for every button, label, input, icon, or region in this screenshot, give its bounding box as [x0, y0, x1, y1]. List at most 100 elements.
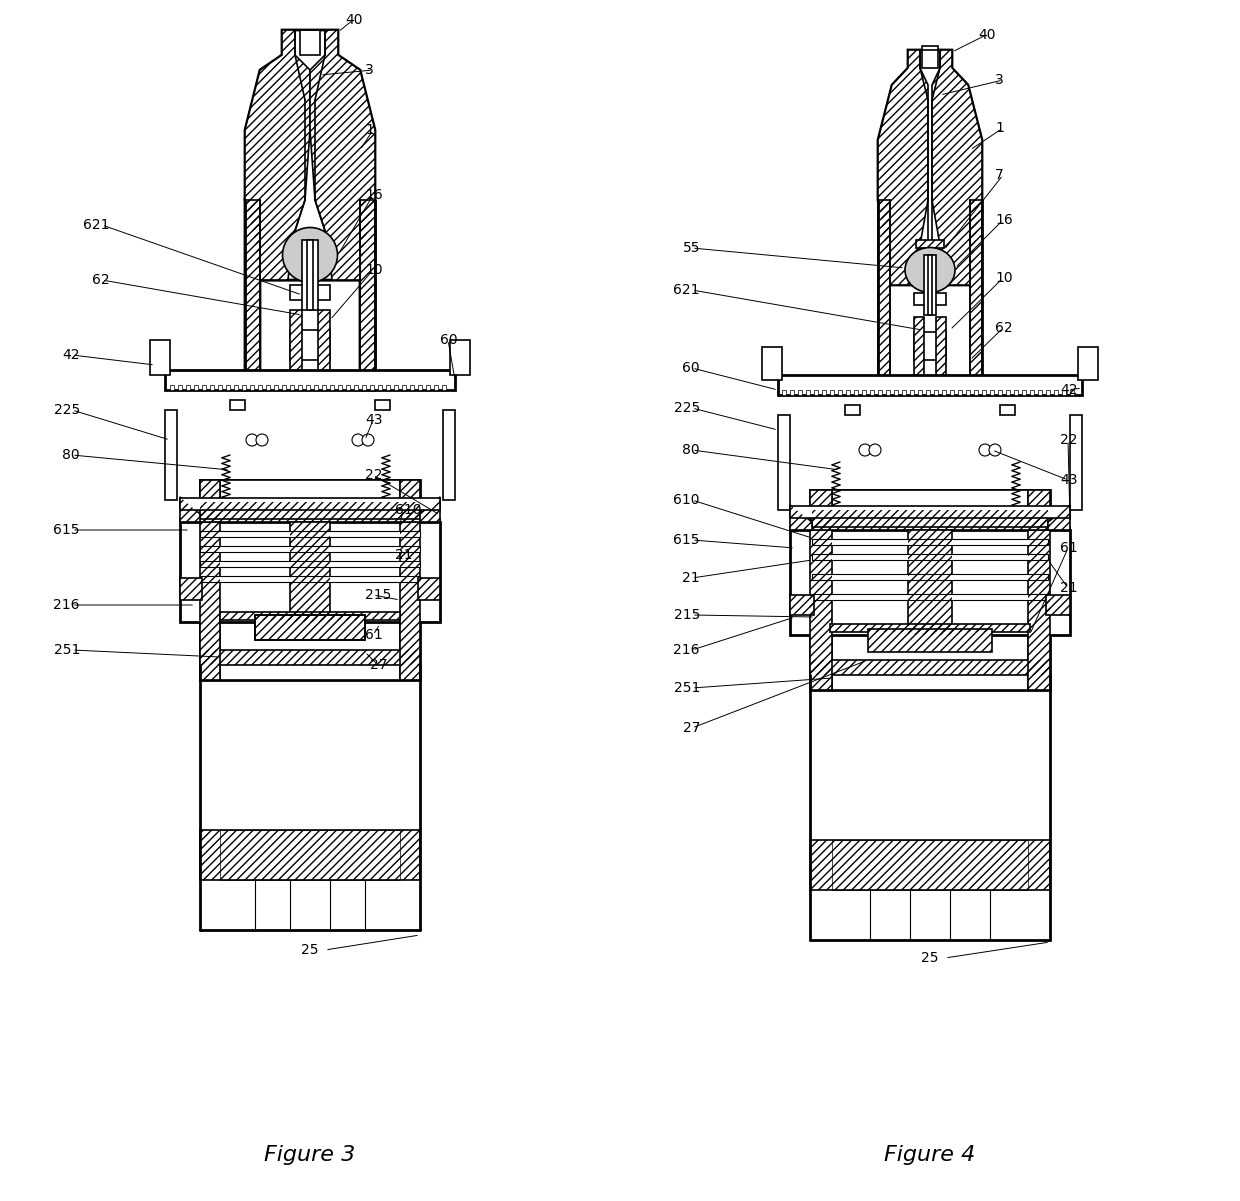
- Bar: [812, 574, 1048, 580]
- Bar: [810, 839, 1050, 890]
- Bar: [219, 830, 401, 880]
- Bar: [401, 480, 420, 680]
- Bar: [210, 386, 215, 390]
- Bar: [218, 386, 222, 390]
- Bar: [790, 506, 1070, 518]
- Bar: [418, 578, 440, 600]
- Text: 22: 22: [365, 468, 382, 482]
- Text: 16: 16: [994, 213, 1013, 227]
- Text: 42: 42: [1060, 383, 1078, 398]
- Bar: [790, 527, 1070, 530]
- Bar: [959, 390, 962, 395]
- Bar: [854, 390, 858, 395]
- Bar: [180, 578, 202, 600]
- Bar: [830, 625, 1030, 632]
- Text: 80: 80: [682, 443, 701, 458]
- Bar: [924, 255, 936, 315]
- Text: 251: 251: [53, 643, 81, 657]
- Polygon shape: [790, 504, 812, 530]
- Bar: [314, 386, 317, 390]
- Bar: [910, 390, 914, 395]
- Bar: [868, 629, 992, 652]
- Bar: [339, 386, 342, 390]
- Bar: [306, 386, 310, 390]
- Bar: [950, 390, 954, 395]
- Polygon shape: [932, 50, 982, 285]
- Text: 27: 27: [370, 658, 387, 673]
- Text: Figure 3: Figure 3: [264, 1145, 356, 1165]
- Bar: [1006, 390, 1011, 395]
- Text: 25: 25: [301, 943, 319, 957]
- Bar: [234, 386, 238, 390]
- Bar: [887, 390, 890, 395]
- Bar: [916, 240, 944, 247]
- Bar: [427, 386, 430, 390]
- Bar: [219, 480, 401, 680]
- Bar: [830, 625, 1030, 632]
- Bar: [200, 480, 219, 680]
- Bar: [1028, 490, 1050, 691]
- Text: 3: 3: [994, 73, 1003, 86]
- Polygon shape: [310, 30, 374, 280]
- Text: 610: 610: [396, 503, 422, 516]
- Bar: [1047, 390, 1050, 395]
- Bar: [812, 510, 1048, 530]
- Bar: [418, 386, 422, 390]
- Circle shape: [352, 434, 365, 446]
- Text: 25: 25: [921, 951, 939, 964]
- Bar: [901, 390, 906, 395]
- Bar: [810, 661, 1050, 675]
- Text: 60: 60: [682, 362, 701, 375]
- Text: 61: 61: [365, 628, 383, 643]
- Bar: [165, 370, 455, 390]
- Bar: [990, 390, 994, 395]
- Polygon shape: [246, 30, 310, 280]
- Bar: [777, 416, 790, 510]
- Circle shape: [362, 434, 374, 446]
- Bar: [832, 839, 1028, 890]
- Polygon shape: [970, 201, 982, 395]
- Bar: [810, 661, 1050, 675]
- Bar: [170, 386, 174, 390]
- Bar: [777, 375, 1083, 395]
- Bar: [1022, 390, 1025, 395]
- Text: 3: 3: [365, 62, 373, 77]
- Bar: [180, 519, 440, 522]
- Bar: [812, 554, 1048, 560]
- Polygon shape: [360, 201, 374, 390]
- Bar: [982, 390, 986, 395]
- Bar: [926, 390, 930, 395]
- Bar: [281, 386, 286, 390]
- Text: 16: 16: [365, 189, 383, 202]
- Bar: [1038, 390, 1042, 395]
- Bar: [200, 502, 420, 522]
- Bar: [838, 390, 842, 395]
- Circle shape: [990, 444, 1001, 456]
- Ellipse shape: [905, 247, 955, 293]
- Bar: [298, 386, 303, 390]
- Bar: [200, 480, 420, 680]
- Bar: [180, 498, 440, 510]
- Bar: [378, 386, 382, 390]
- Polygon shape: [420, 497, 440, 522]
- Bar: [250, 386, 254, 390]
- Text: 40: 40: [978, 28, 996, 42]
- Text: 10: 10: [994, 271, 1013, 285]
- Bar: [255, 615, 365, 640]
- Bar: [402, 386, 405, 390]
- Bar: [790, 530, 1070, 635]
- Polygon shape: [246, 201, 374, 390]
- Bar: [966, 390, 970, 395]
- Bar: [308, 240, 312, 310]
- Bar: [942, 390, 946, 395]
- Polygon shape: [936, 317, 946, 388]
- Bar: [165, 370, 455, 390]
- Bar: [812, 539, 1048, 545]
- Bar: [998, 390, 1002, 395]
- Bar: [973, 390, 978, 395]
- Bar: [1030, 390, 1034, 395]
- Text: 225: 225: [53, 404, 81, 417]
- Text: 21: 21: [396, 548, 413, 562]
- Bar: [255, 615, 365, 640]
- Bar: [303, 240, 317, 310]
